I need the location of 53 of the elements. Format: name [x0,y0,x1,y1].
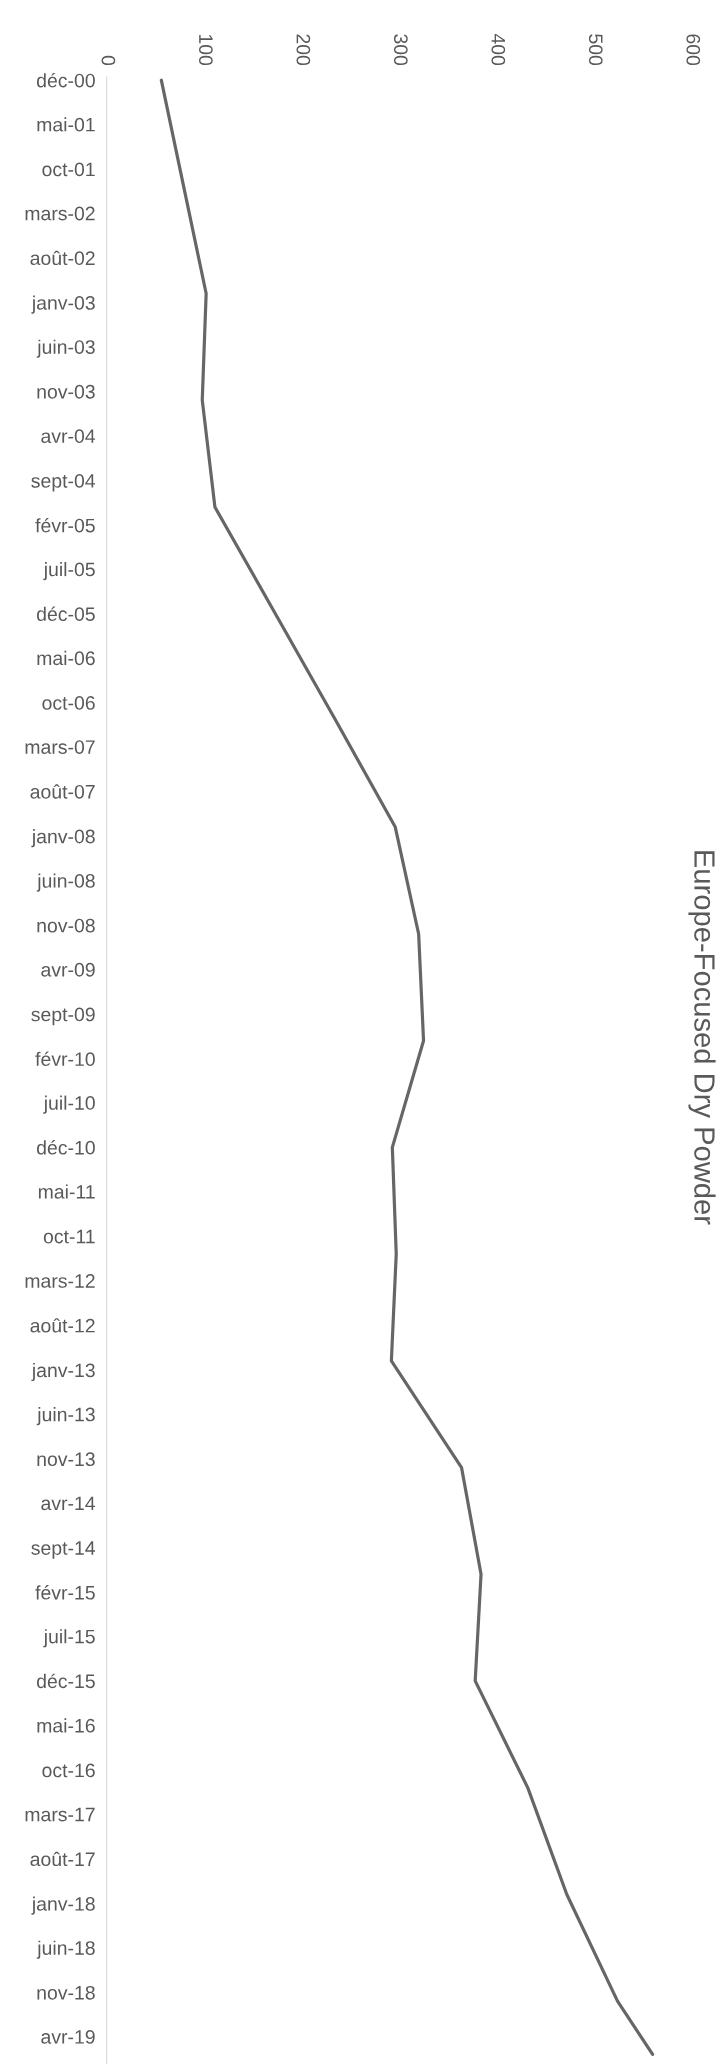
x-tick-label: 600 [686,34,701,66]
y-tick-label: janv-13 [31,1362,95,1382]
y-tick-label: juin-18 [36,1940,95,1959]
y-tick-label: oct-16 [42,1763,95,1778]
y-tick-label: juil-15 [43,1629,95,1648]
y-tick-label: déc-10 [36,1140,95,1155]
y-tick-label: janv-03 [31,295,95,314]
y-tick-label: mars-17 [25,1807,95,1822]
y-tick-label: nov-18 [37,1985,95,2000]
y-tick-label: juil-10 [43,1095,95,1114]
y-tick-label: déc-15 [36,1673,95,1689]
y-tick-label: sept-04 [31,473,96,492]
y-tick-label: juin-08 [36,873,95,892]
text: Europe-Focused Dry Powder [688,851,716,1225]
y-tick-label: févr-05 [35,517,95,533]
y-tick-label: oct-11 [43,1229,95,1244]
x-tick-label: 400 [491,33,506,66]
y-tick-label: mars-02 [25,206,95,221]
y-tick-label: avr-19 [41,2030,95,2044]
y-tick-label: mars-07 [25,740,95,754]
x-tick-label: 300 [393,34,408,66]
y-tick-label: mai-06 [37,650,95,666]
y-tick-label: avr-14 [41,1496,96,1511]
y-tick-label: oct-01 [42,162,95,177]
y-tick-label: août-17 [30,1851,95,1867]
y-tick-label: juin-03 [36,339,95,358]
y-tick-label: janv-08 [31,829,95,848]
x-tick-label: 500 [588,34,603,66]
y-tick-label: nov-03 [37,384,95,399]
y-tick-label: janv-18 [31,1896,95,1915]
y-tick-label: août-12 [30,1318,95,1333]
y-tick-label: avr-09 [41,962,95,977]
y-tick-label: sept-09 [31,1007,95,1026]
y-tick-label: févr-15 [35,1585,95,1600]
y-tick-label: juin-13 [36,1407,95,1426]
y-tick-label: oct-06 [42,696,95,710]
y-tick-label: mai-11 [38,1184,95,1199]
y-tick-label: août-07 [30,784,95,799]
x-tick-label: 200 [296,34,311,66]
y-tick-label: déc-05 [36,606,95,622]
y-tick-label: sept-14 [31,1541,96,1559]
y-tick-label: avr-04 [41,429,96,444]
y-tick-label: nov-08 [37,918,95,933]
y-tick-label: juil-05 [43,562,95,581]
y-tick-label: mai-01 [37,117,95,132]
y-tick-label: déc-00 [36,72,95,88]
x-tick-label: 100 [198,34,213,66]
y-tick-label: nov-13 [37,1452,95,1467]
y-tick-label: févr-10 [35,1051,95,1067]
y-tick-label: août-02 [30,250,95,266]
y-tick-label: mars-12 [25,1274,95,1288]
x-tick-label: 0 [101,55,116,66]
y-tick-label: mai-16 [37,1718,95,1733]
